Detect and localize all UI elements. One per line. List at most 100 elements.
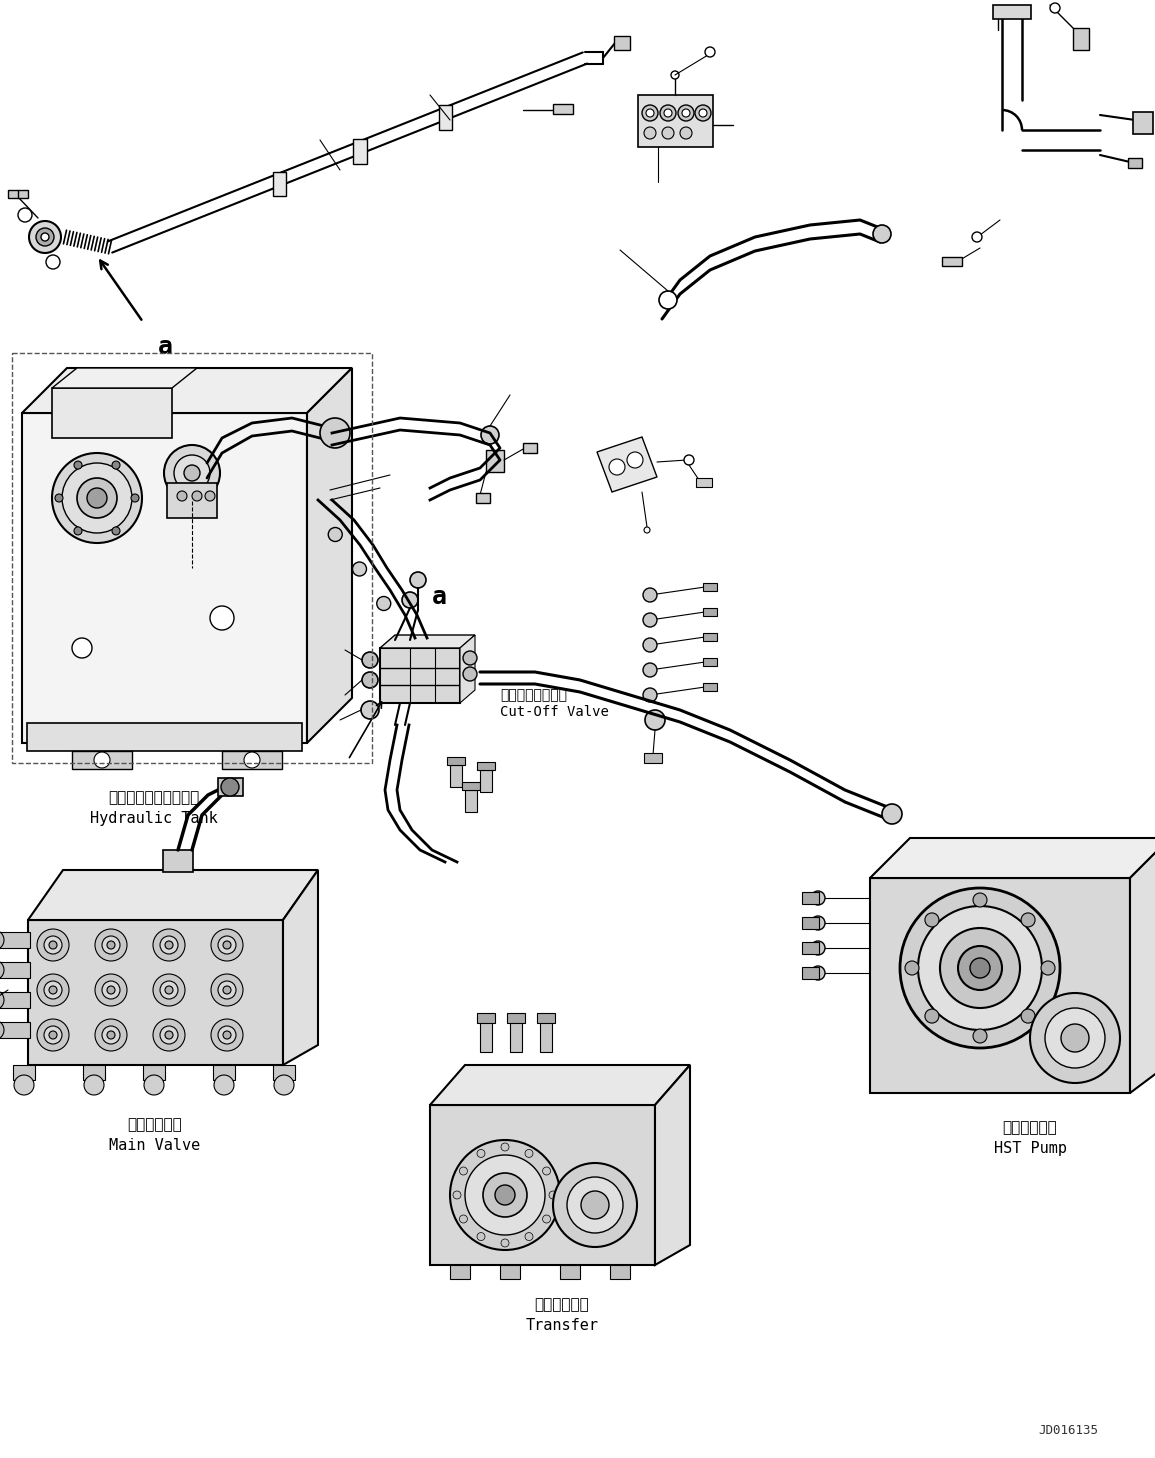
Bar — [273, 172, 286, 197]
Polygon shape — [1130, 838, 1155, 1094]
Circle shape — [501, 1239, 509, 1247]
Circle shape — [152, 974, 185, 1006]
Polygon shape — [870, 878, 1130, 1094]
Circle shape — [62, 464, 132, 534]
Bar — [1133, 112, 1153, 134]
Circle shape — [177, 491, 187, 502]
Circle shape — [543, 1215, 551, 1223]
Bar — [802, 892, 819, 904]
Circle shape — [218, 981, 236, 999]
Bar — [0, 932, 30, 948]
Circle shape — [483, 1174, 527, 1217]
Circle shape — [152, 1019, 185, 1051]
Circle shape — [450, 1140, 560, 1250]
Circle shape — [221, 779, 239, 796]
Circle shape — [646, 109, 654, 117]
Bar — [13, 1064, 35, 1080]
Circle shape — [567, 1177, 623, 1233]
Circle shape — [211, 1019, 243, 1051]
Circle shape — [543, 1166, 551, 1175]
Circle shape — [211, 974, 243, 1006]
Circle shape — [811, 967, 825, 980]
Bar — [696, 478, 711, 487]
Bar — [27, 723, 301, 751]
Bar — [167, 483, 217, 518]
Bar — [993, 4, 1031, 19]
Bar — [477, 1013, 495, 1024]
Circle shape — [102, 981, 120, 999]
Bar — [1073, 28, 1089, 50]
Polygon shape — [283, 870, 318, 1064]
Circle shape — [95, 1019, 127, 1051]
Circle shape — [144, 1075, 164, 1095]
Circle shape — [460, 1166, 468, 1175]
Polygon shape — [307, 367, 352, 744]
Circle shape — [214, 1075, 234, 1095]
Circle shape — [410, 572, 426, 588]
Circle shape — [210, 607, 234, 630]
Bar — [942, 257, 962, 265]
Bar — [703, 658, 717, 666]
Bar — [507, 1013, 526, 1024]
Circle shape — [46, 255, 60, 268]
Circle shape — [165, 940, 173, 949]
Bar — [72, 751, 132, 768]
Circle shape — [44, 981, 62, 999]
Circle shape — [204, 491, 215, 502]
Circle shape — [643, 588, 657, 602]
Bar — [450, 1266, 470, 1279]
Text: ハイドロリックタンク: ハイドロリックタンク — [109, 790, 200, 805]
Circle shape — [107, 986, 116, 994]
Circle shape — [211, 929, 243, 961]
Bar — [218, 779, 243, 796]
Circle shape — [811, 940, 825, 955]
Circle shape — [362, 701, 379, 719]
Circle shape — [501, 1143, 509, 1150]
Circle shape — [29, 222, 61, 254]
Circle shape — [377, 596, 390, 611]
Polygon shape — [52, 367, 198, 388]
Circle shape — [36, 227, 54, 246]
Circle shape — [526, 1149, 532, 1158]
Bar — [273, 1064, 295, 1080]
Bar — [0, 991, 30, 1007]
Polygon shape — [460, 636, 475, 703]
Circle shape — [44, 1026, 62, 1044]
Circle shape — [37, 929, 69, 961]
Bar — [802, 917, 819, 929]
Bar — [703, 608, 717, 615]
Text: ＨＳＴポンプ: ＨＳＴポンプ — [1003, 1121, 1057, 1136]
Circle shape — [465, 1155, 545, 1235]
Circle shape — [165, 1031, 173, 1040]
Circle shape — [643, 639, 657, 652]
Circle shape — [627, 452, 643, 468]
Bar — [523, 443, 537, 453]
Bar — [450, 765, 462, 787]
Polygon shape — [430, 1105, 655, 1266]
Bar — [213, 1064, 234, 1080]
Circle shape — [402, 592, 418, 608]
Circle shape — [549, 1191, 557, 1198]
Circle shape — [112, 526, 120, 535]
Circle shape — [660, 105, 676, 121]
Text: JD016135: JD016135 — [1038, 1423, 1098, 1436]
Polygon shape — [380, 636, 475, 647]
Circle shape — [900, 888, 1060, 1048]
Circle shape — [925, 913, 939, 927]
Bar — [1128, 157, 1142, 168]
Circle shape — [161, 936, 178, 954]
Circle shape — [495, 1185, 515, 1204]
Circle shape — [581, 1191, 609, 1219]
Circle shape — [223, 1031, 231, 1040]
Text: カットオフバルブ: カットオフバルブ — [500, 688, 567, 701]
Circle shape — [684, 455, 694, 465]
Circle shape — [49, 1031, 57, 1040]
Bar — [614, 36, 629, 50]
Bar — [480, 770, 492, 792]
Circle shape — [681, 109, 690, 117]
Bar — [477, 763, 495, 770]
Circle shape — [37, 974, 69, 1006]
Bar — [802, 942, 819, 954]
Circle shape — [192, 491, 202, 502]
Circle shape — [906, 961, 919, 975]
